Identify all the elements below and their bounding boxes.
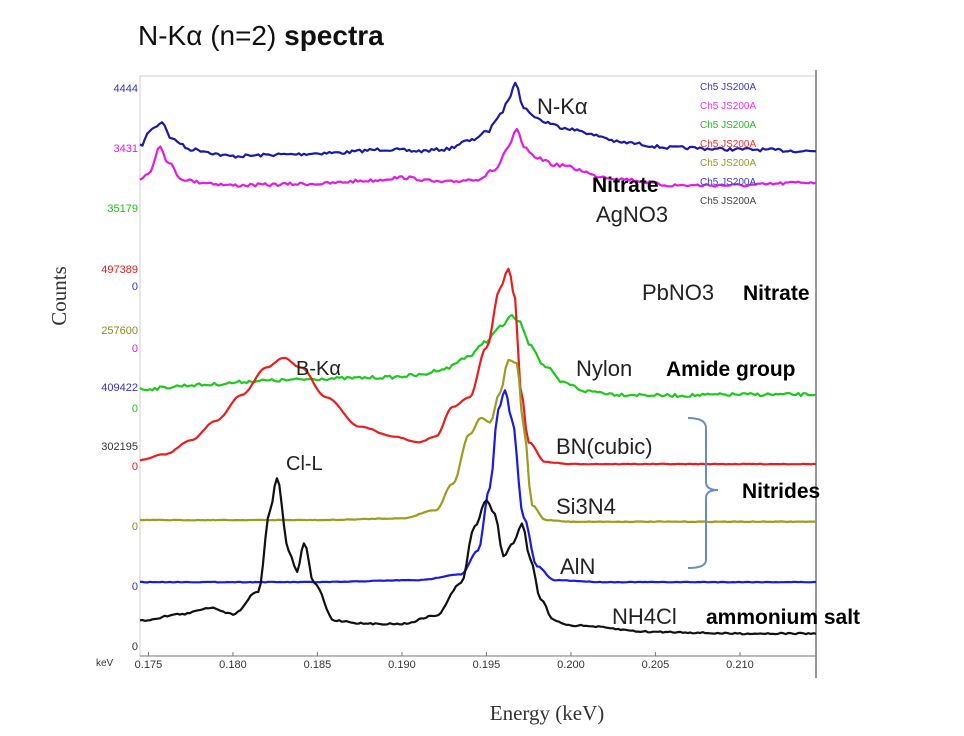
annotation-nitrate-2: Nitrate xyxy=(743,282,810,305)
legend-entry: Ch5 JS200A xyxy=(700,158,756,169)
annotation-aln: AlN xyxy=(560,554,595,579)
y-max-count-label: 257600 xyxy=(101,325,138,337)
chart-title-main: N-Kα (n=2) xyxy=(138,20,277,51)
series-line-nh4cl xyxy=(139,477,817,636)
series-line-bn-cubic- xyxy=(139,267,817,466)
annotation-nylon: Nylon xyxy=(576,356,632,381)
x-tick-label: 0.180 xyxy=(219,659,247,671)
y-count-labels: 4444 0 3431 0 35179 0 497389 0 257600 0 409422 0 302… xyxy=(101,83,138,653)
series-line-aln xyxy=(140,389,817,584)
y-zero-label: 0 xyxy=(132,641,138,653)
annotation-amide-group: Amide group xyxy=(666,358,796,381)
y-max-count-label: 302195 xyxy=(101,441,138,453)
annotation-nitrides: Nitrides xyxy=(742,480,820,503)
annotation-pbno3: PbNO3 xyxy=(642,280,714,305)
y-axis-label: Counts xyxy=(47,266,71,326)
x-tick-label: 0.175 xyxy=(135,659,163,671)
annotation-bn-cubic: BN(cubic) xyxy=(556,434,653,459)
annotation-agno3: AgNO3 xyxy=(596,202,668,227)
legend: Ch5 JS200A Ch5 JS200A Ch5 JS200A Ch5 JS200A… xyxy=(700,82,756,207)
annotation-n-k-alpha: N-Kα xyxy=(537,94,588,119)
x-tick-label: 0.185 xyxy=(304,659,332,671)
chart-title: N-Kα (n=2) spectra xyxy=(138,20,384,52)
y-zero-label: 0 xyxy=(132,581,138,593)
y-zero-label: 0 xyxy=(132,281,138,293)
legend-entry: Ch5 JS200A xyxy=(700,101,756,112)
legend-entry: Ch5 JS200A xyxy=(700,139,756,150)
y-max-count-label: 35179 xyxy=(107,203,138,215)
series-line-si3n4 xyxy=(139,358,817,524)
y-max-count-label: 497389 xyxy=(101,264,138,276)
x-ticks: 0.175 0.180 0.185 0.190 0.195 0.200 0.205 0.210 xyxy=(135,652,754,671)
y-max-count-label: 4444 xyxy=(114,83,138,95)
legend-entry: Ch5 JS200A xyxy=(700,120,756,131)
series-line-agno3 xyxy=(139,81,817,159)
x-tick-label: 0.190 xyxy=(388,659,416,671)
annotation-cl-l: Cl-L xyxy=(286,453,323,475)
annotation-ammonium-salt: ammonium salt xyxy=(706,606,860,629)
x-tick-label: 0.205 xyxy=(642,659,670,671)
annotation-si3n4: Si3N4 xyxy=(556,494,616,519)
legend-entry: Ch5 JS200A xyxy=(700,177,756,188)
x-tick-label: 0.210 xyxy=(726,659,754,671)
chart-title-bold: spectra xyxy=(284,20,384,51)
x-unit-label: keV xyxy=(96,658,114,669)
nitrides-bracket xyxy=(687,417,719,569)
legend-entry: Ch5 JS200A xyxy=(700,196,756,207)
series-line-nylon xyxy=(139,313,817,399)
y-zero-label: 0 xyxy=(132,461,138,473)
y-zero-label: 0 xyxy=(132,403,138,415)
y-max-count-label: 3431 xyxy=(114,143,138,155)
x-axis-label: Energy (keV) xyxy=(490,701,605,725)
x-tick-label: 0.195 xyxy=(473,659,501,671)
series-lines xyxy=(139,81,817,636)
y-max-count-label: 409422 xyxy=(101,382,138,394)
y-zero-label: 0 xyxy=(132,343,138,355)
annotation-nitrate-1: Nitrate xyxy=(592,174,659,197)
legend-entry: Ch5 JS200A xyxy=(700,82,756,93)
y-zero-label: 0 xyxy=(132,521,138,533)
series-line-pbno3 xyxy=(139,127,817,188)
annotation-nh4cl: NH4Cl xyxy=(612,604,677,629)
x-tick-label: 0.200 xyxy=(557,659,585,671)
annotation-b-k-alpha: B-Kα xyxy=(296,358,341,380)
